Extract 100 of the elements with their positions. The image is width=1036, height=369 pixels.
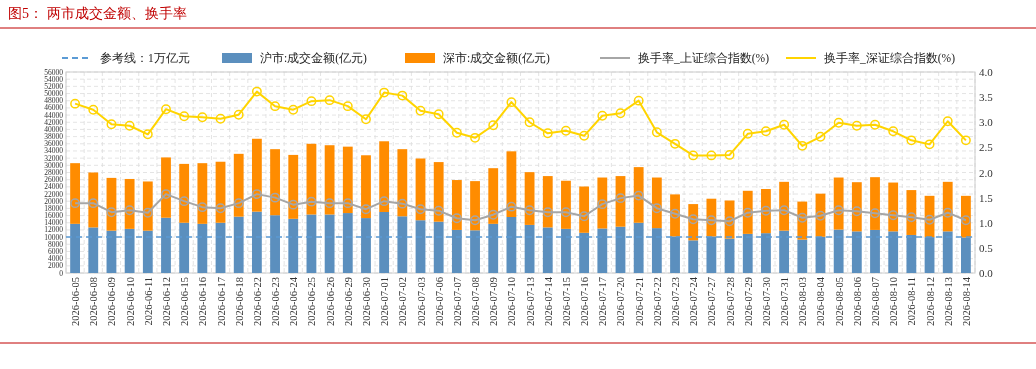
point: [288, 104, 299, 115]
point: [251, 86, 262, 97]
point: [579, 130, 590, 141]
x-tick-label: 2026-06-22: [251, 277, 263, 326]
x-tick-label: 2026-06-25: [306, 277, 318, 326]
point: [306, 196, 317, 207]
bar: [924, 237, 935, 273]
point: [379, 87, 390, 98]
point: [270, 101, 281, 112]
point: [615, 193, 626, 204]
point: [451, 213, 462, 224]
x-tick-label: 2026-08-11: [906, 277, 918, 326]
point: [88, 198, 99, 209]
point: [197, 112, 208, 123]
point: [851, 206, 862, 217]
point: [270, 192, 281, 203]
point: [379, 196, 390, 207]
x-tick-label: 2026-07-24: [688, 276, 700, 326]
point: [960, 135, 971, 146]
point: [106, 119, 117, 130]
bar: [342, 213, 353, 273]
x-tick-label: 2026-07-01: [379, 277, 391, 326]
x-tick-label: 2026-07-23: [670, 277, 682, 326]
x-tick-label: 2026-07-06: [433, 277, 445, 326]
bar: [161, 217, 171, 273]
point: [760, 126, 771, 137]
bar: [251, 211, 262, 273]
bar: [797, 239, 808, 273]
point: [215, 203, 226, 214]
point: [324, 95, 335, 106]
x-tick-label: 2026-08-06: [851, 277, 863, 326]
x-tick-label: 2026-06-10: [124, 277, 136, 326]
bar: [361, 218, 371, 273]
bar: [633, 167, 644, 223]
point: [870, 208, 880, 219]
legend-label: 换手率_深证综合指数(%): [824, 51, 956, 65]
legend-label: 参考线：1万亿元: [100, 52, 190, 64]
point: [70, 98, 81, 109]
point: [470, 132, 480, 143]
bar: [397, 149, 408, 217]
point: [651, 203, 662, 214]
point: [451, 127, 462, 138]
x-tick-label: 2026-07-14: [542, 276, 554, 326]
x-tick-label: 2026-06-26: [324, 277, 336, 326]
bar: [179, 163, 190, 223]
legend-label: 换手率_上证综合指数(%): [638, 51, 770, 65]
x-tick-label: 2026-07-28: [724, 277, 736, 326]
x-tick-label: 2026-07-17: [597, 277, 609, 326]
x-tick-label: 2026-07-20: [615, 277, 627, 326]
bar: [506, 217, 517, 273]
point: [597, 110, 608, 121]
bar: [433, 221, 444, 273]
point: [888, 126, 899, 137]
x-tick-label: 2026-08-13: [942, 277, 954, 326]
point: [797, 140, 808, 151]
point: [342, 198, 353, 209]
bar: [70, 223, 80, 273]
bar: [597, 228, 608, 273]
point: [161, 104, 171, 115]
bar: [451, 229, 462, 273]
bar: [561, 228, 571, 273]
y2-tick-label: 3.5: [979, 91, 994, 104]
y2-tick-label: 1.5: [979, 191, 994, 204]
x-tick-label: 2026-07-03: [415, 277, 427, 326]
bar: [397, 216, 408, 273]
bar: [488, 168, 499, 224]
point: [251, 189, 262, 200]
point: [815, 131, 826, 142]
point: [288, 199, 299, 210]
x-tick-label: 2026-07-21: [633, 277, 645, 326]
bar: [361, 155, 371, 219]
bar: [124, 178, 135, 229]
point: [633, 190, 644, 201]
point: [361, 204, 371, 215]
point: [960, 215, 971, 226]
bar: [233, 216, 244, 273]
bar: [70, 163, 80, 224]
chart-title: 图5： 两市成交金额、换手率: [8, 6, 187, 21]
x-tick-label: 2026-06-12: [160, 277, 172, 326]
bar: [888, 231, 899, 273]
y2-tick-label: 2.5: [979, 141, 994, 154]
x-tick-label: 2026-07-31: [779, 277, 791, 326]
y2-tick-label: 1.0: [979, 216, 994, 229]
bar: [670, 236, 680, 273]
bar: [342, 146, 353, 214]
x-tick-label: 2026-08-12: [924, 277, 936, 326]
point: [924, 139, 935, 150]
bar: [197, 223, 208, 273]
bar: [288, 154, 299, 219]
point: [342, 101, 353, 112]
bar: [470, 230, 480, 273]
point: [797, 212, 808, 223]
bar: [433, 162, 444, 222]
point: [561, 125, 571, 136]
x-tick-label: 2026-07-07: [451, 277, 463, 326]
point: [561, 207, 571, 218]
point: [906, 135, 917, 146]
point: [488, 209, 499, 220]
point: [142, 207, 153, 218]
point: [197, 202, 208, 213]
